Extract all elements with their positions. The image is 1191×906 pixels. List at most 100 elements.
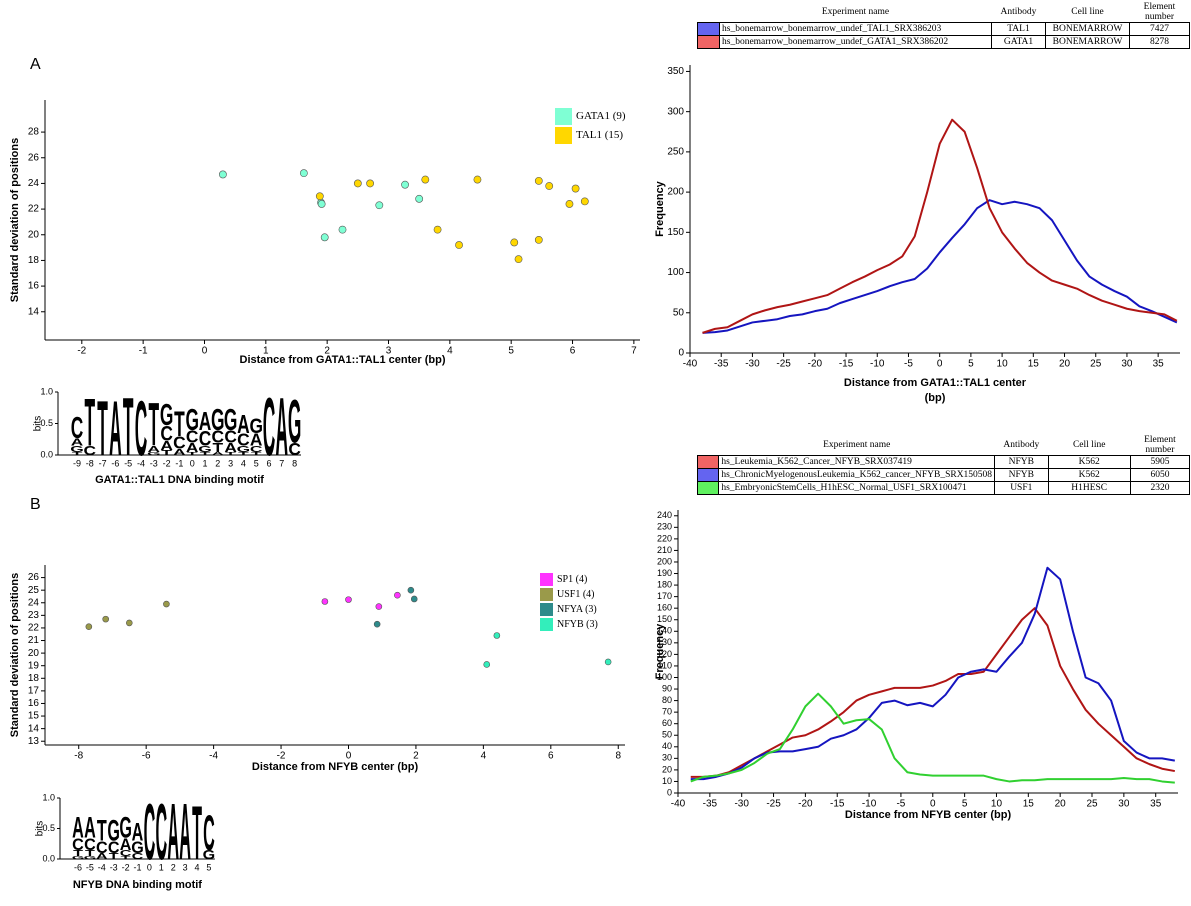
panel-label: B bbox=[30, 496, 41, 513]
table-cell: 2320 bbox=[1129, 481, 1191, 495]
legend-swatch bbox=[540, 573, 553, 586]
x-tick-label: -8 bbox=[74, 751, 83, 762]
motif-letter: G bbox=[131, 839, 144, 857]
x-axis-label: Distance from GATA1::TAL1 center (bp) bbox=[240, 354, 446, 366]
x-tick-label: -15 bbox=[839, 359, 854, 370]
header-cell: Antibody bbox=[1000, 7, 1037, 17]
y-axis-label: Frequency bbox=[654, 623, 666, 680]
position-label: -2 bbox=[163, 458, 171, 468]
position-label: -5 bbox=[124, 458, 132, 468]
scatter-point bbox=[407, 586, 415, 594]
x-tick-label: -20 bbox=[798, 799, 813, 810]
scatter-point bbox=[565, 200, 574, 208]
y-tick-label: 1.0 bbox=[42, 792, 55, 802]
position-label: 1 bbox=[159, 862, 164, 872]
y-tick-label: 16 bbox=[28, 281, 40, 292]
position-label: -6 bbox=[111, 458, 119, 468]
x-tick-label: -40 bbox=[683, 359, 698, 370]
x-tick-label: 7 bbox=[631, 346, 637, 357]
motif-letter: A bbox=[132, 819, 144, 846]
table-cell: USF1 bbox=[994, 481, 1049, 495]
table-cell: hs_Leukemia_K562_Cancer_NFYB_SRX037419 bbox=[718, 455, 996, 469]
y-tick-label: 60 bbox=[662, 718, 672, 728]
y-axis-label: Standard deviation of positions bbox=[9, 573, 21, 737]
motif-letter: C bbox=[160, 422, 173, 446]
x-tick-label: 5 bbox=[962, 799, 968, 810]
y-tick-label: 250 bbox=[667, 147, 684, 158]
position-label: 4 bbox=[241, 458, 246, 468]
position-label: 0 bbox=[190, 458, 195, 468]
legend-label: USF1 (4) bbox=[557, 589, 595, 600]
series-line bbox=[702, 118, 1178, 334]
y-tick-label: 23 bbox=[28, 610, 40, 621]
scatter-point bbox=[218, 170, 227, 179]
motif-letter: T bbox=[109, 851, 119, 861]
y-tick-label: 18 bbox=[28, 673, 40, 684]
motif-letter: G bbox=[160, 399, 174, 432]
x-tick-label: 0 bbox=[202, 346, 208, 357]
motif-letter: C bbox=[263, 380, 276, 473]
y-tick-label: 14 bbox=[28, 306, 40, 317]
y-tick-label: 200 bbox=[657, 556, 672, 566]
motif-letter: C bbox=[155, 788, 167, 877]
motif-letter: A bbox=[173, 447, 186, 456]
experiment-table: Experiment name Antibody Cell line Element … bbox=[696, 435, 1191, 495]
position-label: 4 bbox=[194, 862, 199, 872]
table-cell: hs_ChronicMyelogenousLeukemia_K562_cance… bbox=[718, 468, 996, 482]
scatter-point bbox=[353, 179, 362, 188]
table-cell: K562 bbox=[1047, 468, 1131, 482]
motif-letter: A bbox=[199, 406, 212, 435]
table-cell: NFYB bbox=[994, 468, 1049, 482]
motif-letter: C bbox=[132, 851, 144, 861]
x-tick-label: -25 bbox=[766, 799, 781, 810]
y-tick-label: 10 bbox=[662, 776, 672, 786]
y-tick-label: 190 bbox=[657, 568, 672, 578]
x-tick-label: 25 bbox=[1086, 799, 1098, 810]
table-header: Experiment name Antibody Cell line Element … bbox=[698, 2, 1190, 23]
scatter-point bbox=[373, 620, 381, 628]
legend-label: TAL1 (15) bbox=[576, 129, 623, 141]
x-tick-label: -4 bbox=[209, 751, 218, 762]
motif-letter: T bbox=[123, 380, 134, 473]
motif-letter: G bbox=[211, 404, 225, 437]
y-tick-label: 120 bbox=[657, 649, 672, 659]
y-tick-label: 80 bbox=[662, 695, 672, 705]
motif-letter: G bbox=[84, 855, 97, 860]
scatter-point bbox=[571, 184, 580, 193]
x-tick-label: 20 bbox=[1059, 359, 1071, 370]
position-label: 5 bbox=[254, 458, 259, 468]
x-tick-label: -2 bbox=[277, 751, 286, 762]
position-label: 2 bbox=[215, 458, 220, 468]
y-tick-label: 21 bbox=[28, 635, 40, 646]
y-tick-label: 90 bbox=[662, 683, 672, 693]
position-label: -4 bbox=[137, 458, 145, 468]
motif-letter: C bbox=[237, 430, 250, 450]
motif-letter: C bbox=[212, 426, 225, 446]
legend-swatch bbox=[540, 618, 553, 631]
position-label: -3 bbox=[110, 862, 118, 872]
motif-letter: G bbox=[147, 451, 161, 456]
x-tick-label: 6 bbox=[548, 751, 554, 762]
table-cell: hs_bonemarrow_bonemarrow_undef_GATA1_SRX… bbox=[719, 35, 992, 49]
y-tick-label: 350 bbox=[667, 66, 684, 77]
x-tick-label: 10 bbox=[997, 359, 1009, 370]
motif-letter: T bbox=[192, 790, 202, 876]
scatter-point bbox=[320, 233, 329, 242]
y-tick-label: 200 bbox=[667, 187, 684, 198]
y-tick-label: 130 bbox=[657, 637, 672, 647]
scatter-point bbox=[375, 603, 383, 610]
legend-label: NFYB (3) bbox=[557, 619, 598, 630]
motif-letter: G bbox=[203, 849, 216, 863]
x-tick-label: 2 bbox=[324, 346, 330, 357]
header-cell: Antibody bbox=[1003, 440, 1040, 450]
table-row: hs_bonemarrow_bonemarrow_undef_TAL1_SRX3… bbox=[697, 22, 1190, 36]
y-tick-label: 150 bbox=[667, 227, 684, 238]
table-cell: GATA1 bbox=[991, 35, 1046, 49]
x-axis-label: Distance from NFYB center (bp) bbox=[845, 809, 1012, 821]
scatter-point bbox=[493, 632, 501, 639]
x-tick-label: 35 bbox=[1150, 799, 1162, 810]
position-label: 3 bbox=[183, 862, 188, 872]
color-swatch bbox=[697, 22, 720, 36]
scatter-point bbox=[299, 169, 308, 178]
experiment-table: Experiment name Antibody Cell line Element … bbox=[697, 2, 1190, 49]
